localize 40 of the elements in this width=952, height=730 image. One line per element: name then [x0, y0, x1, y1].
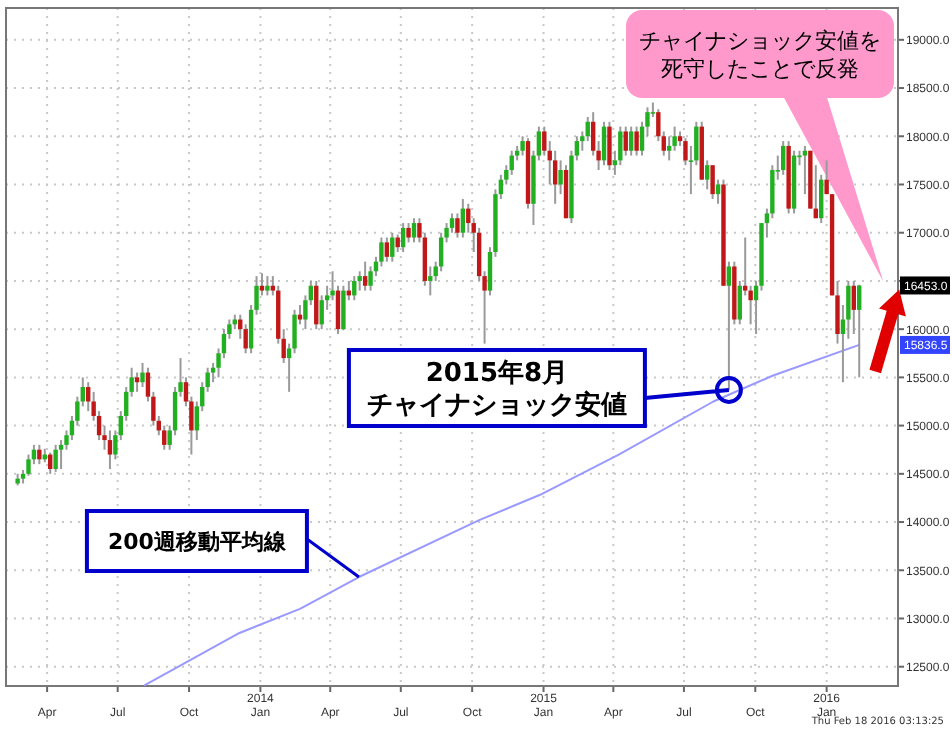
candlestick [37, 443, 42, 466]
candlestick [455, 212, 460, 239]
candlestick [26, 453, 31, 477]
candlestick [726, 260, 732, 391]
candlestick [666, 135, 672, 162]
candlestick [384, 236, 390, 263]
candlestick [362, 260, 368, 292]
annotation: チャイナショック安値を死守したことで反発 [639, 27, 881, 82]
candlestick [319, 294, 324, 331]
candlestick [802, 144, 808, 196]
candlestick [623, 125, 628, 157]
candlestick [672, 125, 677, 152]
candlestick [710, 164, 715, 200]
candlestick [368, 265, 373, 292]
annotation: 2015年8月 [425, 359, 569, 390]
candlestick [134, 371, 140, 393]
candlestick [449, 212, 455, 234]
candlestick [634, 125, 639, 157]
candlestick [558, 159, 563, 196]
candlestick [781, 140, 786, 176]
candlestick [552, 149, 558, 205]
candlestick [53, 443, 58, 473]
annotation: チャイナショック安値 [366, 389, 627, 422]
candlestick [411, 217, 417, 244]
candlestick [406, 222, 411, 244]
candlestick [357, 270, 362, 292]
annotation: 200週移動平均線 [107, 528, 288, 555]
candlestick [162, 424, 167, 451]
candlestick [618, 125, 623, 167]
candlestick [628, 125, 634, 157]
candlestick [265, 275, 270, 297]
candlestick [341, 284, 346, 332]
candlestick [460, 197, 466, 239]
candlestick [107, 429, 113, 470]
candlestick [857, 283, 862, 379]
candlestick [824, 159, 829, 196]
candlestick [379, 236, 384, 268]
candlestick [607, 120, 612, 172]
candlestick [704, 159, 710, 191]
candlestick [715, 178, 721, 205]
